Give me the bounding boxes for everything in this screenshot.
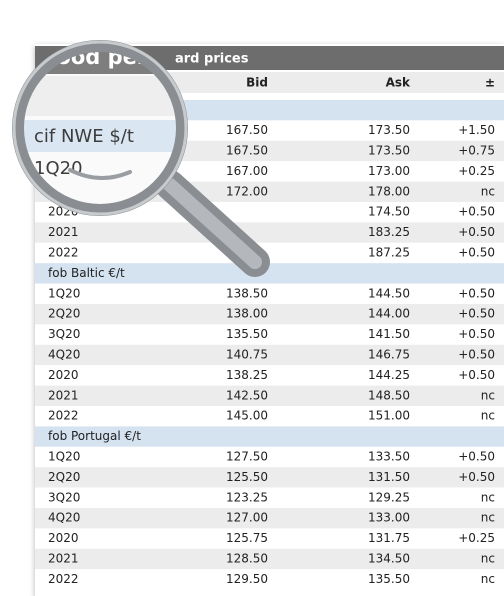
cell: 167.00 <box>226 164 268 178</box>
section-label: fob Portugal €/t <box>48 429 141 443</box>
row-label: 2Q20 <box>48 470 80 484</box>
cell: nc <box>481 184 495 198</box>
cell: 141.50 <box>368 327 410 341</box>
row-label: 4Q20 <box>48 348 80 362</box>
cell: 146.75 <box>368 348 410 362</box>
cell: +1.50 <box>458 123 495 137</box>
screenshot: ard prices Bid Ask ±167.50 173.50 +1.50 167.50… <box>0 0 504 596</box>
row-label: 1Q20 <box>48 450 80 464</box>
cell: 140.75 <box>226 348 268 362</box>
table-row <box>35 386 504 406</box>
cell: +0.50 <box>458 348 495 362</box>
cell: 135.50 <box>368 572 410 586</box>
row-label: 2022 <box>48 572 79 586</box>
cell: +0.50 <box>458 470 495 484</box>
cell: +0.25 <box>458 531 495 545</box>
cell: 138.50 <box>226 286 268 300</box>
cell: 128.50 <box>226 552 268 566</box>
cell: +0.75 <box>458 144 495 158</box>
header-title: ard prices <box>175 52 249 67</box>
column-header: Bid <box>246 76 268 90</box>
cell: 151.00 <box>368 409 410 423</box>
row-label: 2020 <box>48 531 79 545</box>
cell: 144.00 <box>368 307 410 321</box>
cell: 142.50 <box>226 388 268 402</box>
cell: 134.50 <box>368 552 410 566</box>
cell: +0.50 <box>458 246 495 260</box>
cell: 187.25 <box>368 246 410 260</box>
cell: nc <box>481 511 495 525</box>
cell: +0.25 <box>458 164 495 178</box>
row-label: 1Q20 <box>48 286 80 300</box>
table-row <box>35 467 504 487</box>
cell: nc <box>481 572 495 586</box>
table-row <box>35 549 504 569</box>
cell: nc <box>481 388 495 402</box>
table-row <box>35 488 504 508</box>
cell: +0.50 <box>458 307 495 321</box>
section-label: fob Baltic €/t <box>48 266 125 280</box>
table-row <box>35 569 504 589</box>
column-header: ± <box>485 76 495 90</box>
cell: nc <box>481 552 495 566</box>
cell: 138.00 <box>226 307 268 321</box>
cell: 167.50 <box>226 144 268 158</box>
row-label: 2021 <box>48 225 79 239</box>
table-row <box>35 508 504 528</box>
cell: 129.25 <box>368 490 410 504</box>
cell: 125.50 <box>226 470 268 484</box>
table-row <box>35 365 504 385</box>
cell: 123.25 <box>226 490 268 504</box>
cell: +0.50 <box>458 327 495 341</box>
cell: 125.75 <box>226 531 268 545</box>
row-label: 4Q20 <box>48 511 80 525</box>
cell: +0.50 <box>458 205 495 219</box>
row-label: 2020 <box>48 368 79 382</box>
table-row <box>35 447 504 467</box>
table-row <box>35 222 504 242</box>
cell: nc <box>481 409 495 423</box>
cell: 145.00 <box>226 409 268 423</box>
cell: 127.00 <box>226 511 268 525</box>
cell: 133.50 <box>368 450 410 464</box>
table-row <box>35 304 504 324</box>
cell: 178.00 <box>368 184 410 198</box>
table-row <box>35 324 504 344</box>
cell: 133.00 <box>368 511 410 525</box>
cell: 173.50 <box>368 123 410 137</box>
row-label: 3Q20 <box>48 490 80 504</box>
cell: 144.25 <box>368 368 410 382</box>
cell: +0.50 <box>458 225 495 239</box>
row-label: 2Q20 <box>48 307 80 321</box>
cell: +0.50 <box>458 450 495 464</box>
cell: 167.50 <box>226 123 268 137</box>
cell: 138.25 <box>226 368 268 382</box>
cell: 127.50 <box>226 450 268 464</box>
cell: 144.50 <box>368 286 410 300</box>
row-label: 2021 <box>48 388 79 402</box>
cell: 135.50 <box>226 327 268 341</box>
table-row <box>35 284 504 304</box>
cell: 174.50 <box>368 205 410 219</box>
cell: 172.00 <box>226 184 268 198</box>
table-row <box>35 528 504 548</box>
row-label: 2022 <box>48 246 79 260</box>
cell: 173.00 <box>368 164 410 178</box>
cell: 148.50 <box>368 388 410 402</box>
table-row <box>35 345 504 365</box>
row-label: 3Q20 <box>48 327 80 341</box>
row-label: 2022 <box>48 409 79 423</box>
cell: +0.50 <box>458 368 495 382</box>
cell: nc <box>481 490 495 504</box>
cell: 173.50 <box>368 144 410 158</box>
cell: 131.50 <box>368 470 410 484</box>
table-row <box>35 406 504 426</box>
cell: +0.50 <box>458 286 495 300</box>
cell: 183.25 <box>368 225 410 239</box>
row-label: 2021 <box>48 552 79 566</box>
column-header: Ask <box>386 76 411 90</box>
cell: 129.50 <box>226 572 268 586</box>
cell: 131.75 <box>368 531 410 545</box>
